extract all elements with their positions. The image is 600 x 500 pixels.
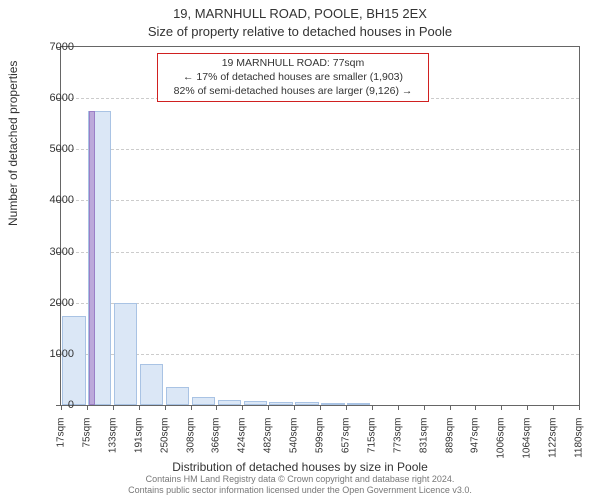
chart-container: 19, MARNHULL ROAD, POOLE, BH15 2EX Size …	[0, 0, 600, 500]
x-tick-mark	[553, 405, 554, 410]
x-tick-mark	[398, 405, 399, 410]
x-tick-label: 889sqm	[444, 418, 455, 468]
x-tick-label: 424sqm	[237, 418, 248, 468]
x-tick-label: 947sqm	[470, 418, 481, 468]
gridline	[61, 252, 579, 253]
x-tick-mark	[424, 405, 425, 410]
y-tick-label: 5000	[34, 143, 74, 155]
x-tick-label: 1122sqm	[548, 418, 559, 468]
histogram-bar	[321, 403, 344, 405]
histogram-bar	[269, 402, 292, 405]
x-tick-label: 482sqm	[263, 418, 274, 468]
x-tick-label: 1180sqm	[574, 418, 585, 468]
footer-line-1: Contains HM Land Registry data © Crown c…	[0, 474, 600, 485]
histogram-bar	[347, 403, 370, 405]
gridline	[61, 149, 579, 150]
histogram-bar	[166, 387, 189, 405]
x-tick-mark	[216, 405, 217, 410]
x-tick-mark	[191, 405, 192, 410]
histogram-bar	[62, 316, 85, 406]
x-tick-mark	[294, 405, 295, 410]
gridline	[61, 354, 579, 355]
footer-attribution: Contains HM Land Registry data © Crown c…	[0, 474, 600, 496]
histogram-bar	[140, 364, 163, 405]
histogram-bar	[218, 400, 241, 405]
x-tick-label: 1064sqm	[522, 418, 533, 468]
x-tick-label: 366sqm	[211, 418, 222, 468]
histogram-bar	[244, 401, 267, 405]
y-tick-label: 2000	[34, 297, 74, 309]
annotation-line: 82% of semi-detached houses are larger (…	[164, 84, 422, 98]
chart-title: 19, MARNHULL ROAD, POOLE, BH15 2EX	[0, 6, 600, 21]
x-tick-label: 1006sqm	[496, 418, 507, 468]
y-tick-label: 7000	[34, 41, 74, 53]
x-tick-label: 133sqm	[107, 418, 118, 468]
y-tick-label: 6000	[34, 92, 74, 104]
x-tick-mark	[268, 405, 269, 410]
x-tick-label: 75sqm	[81, 418, 92, 468]
gridline	[61, 303, 579, 304]
plot-area: 19 MARNHULL ROAD: 77sqm← 17% of detached…	[60, 46, 580, 406]
x-tick-label: 831sqm	[418, 418, 429, 468]
x-tick-mark	[527, 405, 528, 410]
x-tick-mark	[372, 405, 373, 410]
x-tick-label: 17sqm	[56, 418, 67, 468]
y-tick-label: 0	[34, 399, 74, 411]
footer-line-2: Contains public sector information licen…	[0, 485, 600, 496]
x-tick-mark	[113, 405, 114, 410]
histogram-bar	[192, 397, 215, 405]
x-tick-mark	[579, 405, 580, 410]
x-tick-label: 599sqm	[315, 418, 326, 468]
x-tick-mark	[450, 405, 451, 410]
x-tick-label: 773sqm	[392, 418, 403, 468]
x-tick-mark	[165, 405, 166, 410]
x-tick-mark	[346, 405, 347, 410]
x-tick-mark	[242, 405, 243, 410]
x-tick-label: 250sqm	[159, 418, 170, 468]
x-tick-label: 657sqm	[340, 418, 351, 468]
x-tick-mark	[87, 405, 88, 410]
histogram-bar	[114, 303, 137, 405]
x-tick-mark	[475, 405, 476, 410]
gridline	[61, 200, 579, 201]
annotation-line: ← 17% of detached houses are smaller (1,…	[164, 70, 422, 84]
annotation-line: 19 MARNHULL ROAD: 77sqm	[164, 56, 422, 70]
y-tick-label: 4000	[34, 194, 74, 206]
y-tick-label: 3000	[34, 246, 74, 258]
x-tick-label: 308sqm	[185, 418, 196, 468]
x-tick-label: 191sqm	[133, 418, 144, 468]
highlight-bar	[89, 111, 95, 405]
x-tick-mark	[501, 405, 502, 410]
histogram-bar	[295, 402, 318, 405]
x-tick-label: 540sqm	[289, 418, 300, 468]
x-tick-mark	[139, 405, 140, 410]
chart-subtitle: Size of property relative to detached ho…	[0, 24, 600, 39]
annotation-box: 19 MARNHULL ROAD: 77sqm← 17% of detached…	[157, 53, 429, 102]
y-tick-label: 1000	[34, 348, 74, 360]
y-axis-title: Number of detached properties	[6, 61, 20, 226]
x-tick-mark	[320, 405, 321, 410]
x-tick-label: 715sqm	[366, 418, 377, 468]
